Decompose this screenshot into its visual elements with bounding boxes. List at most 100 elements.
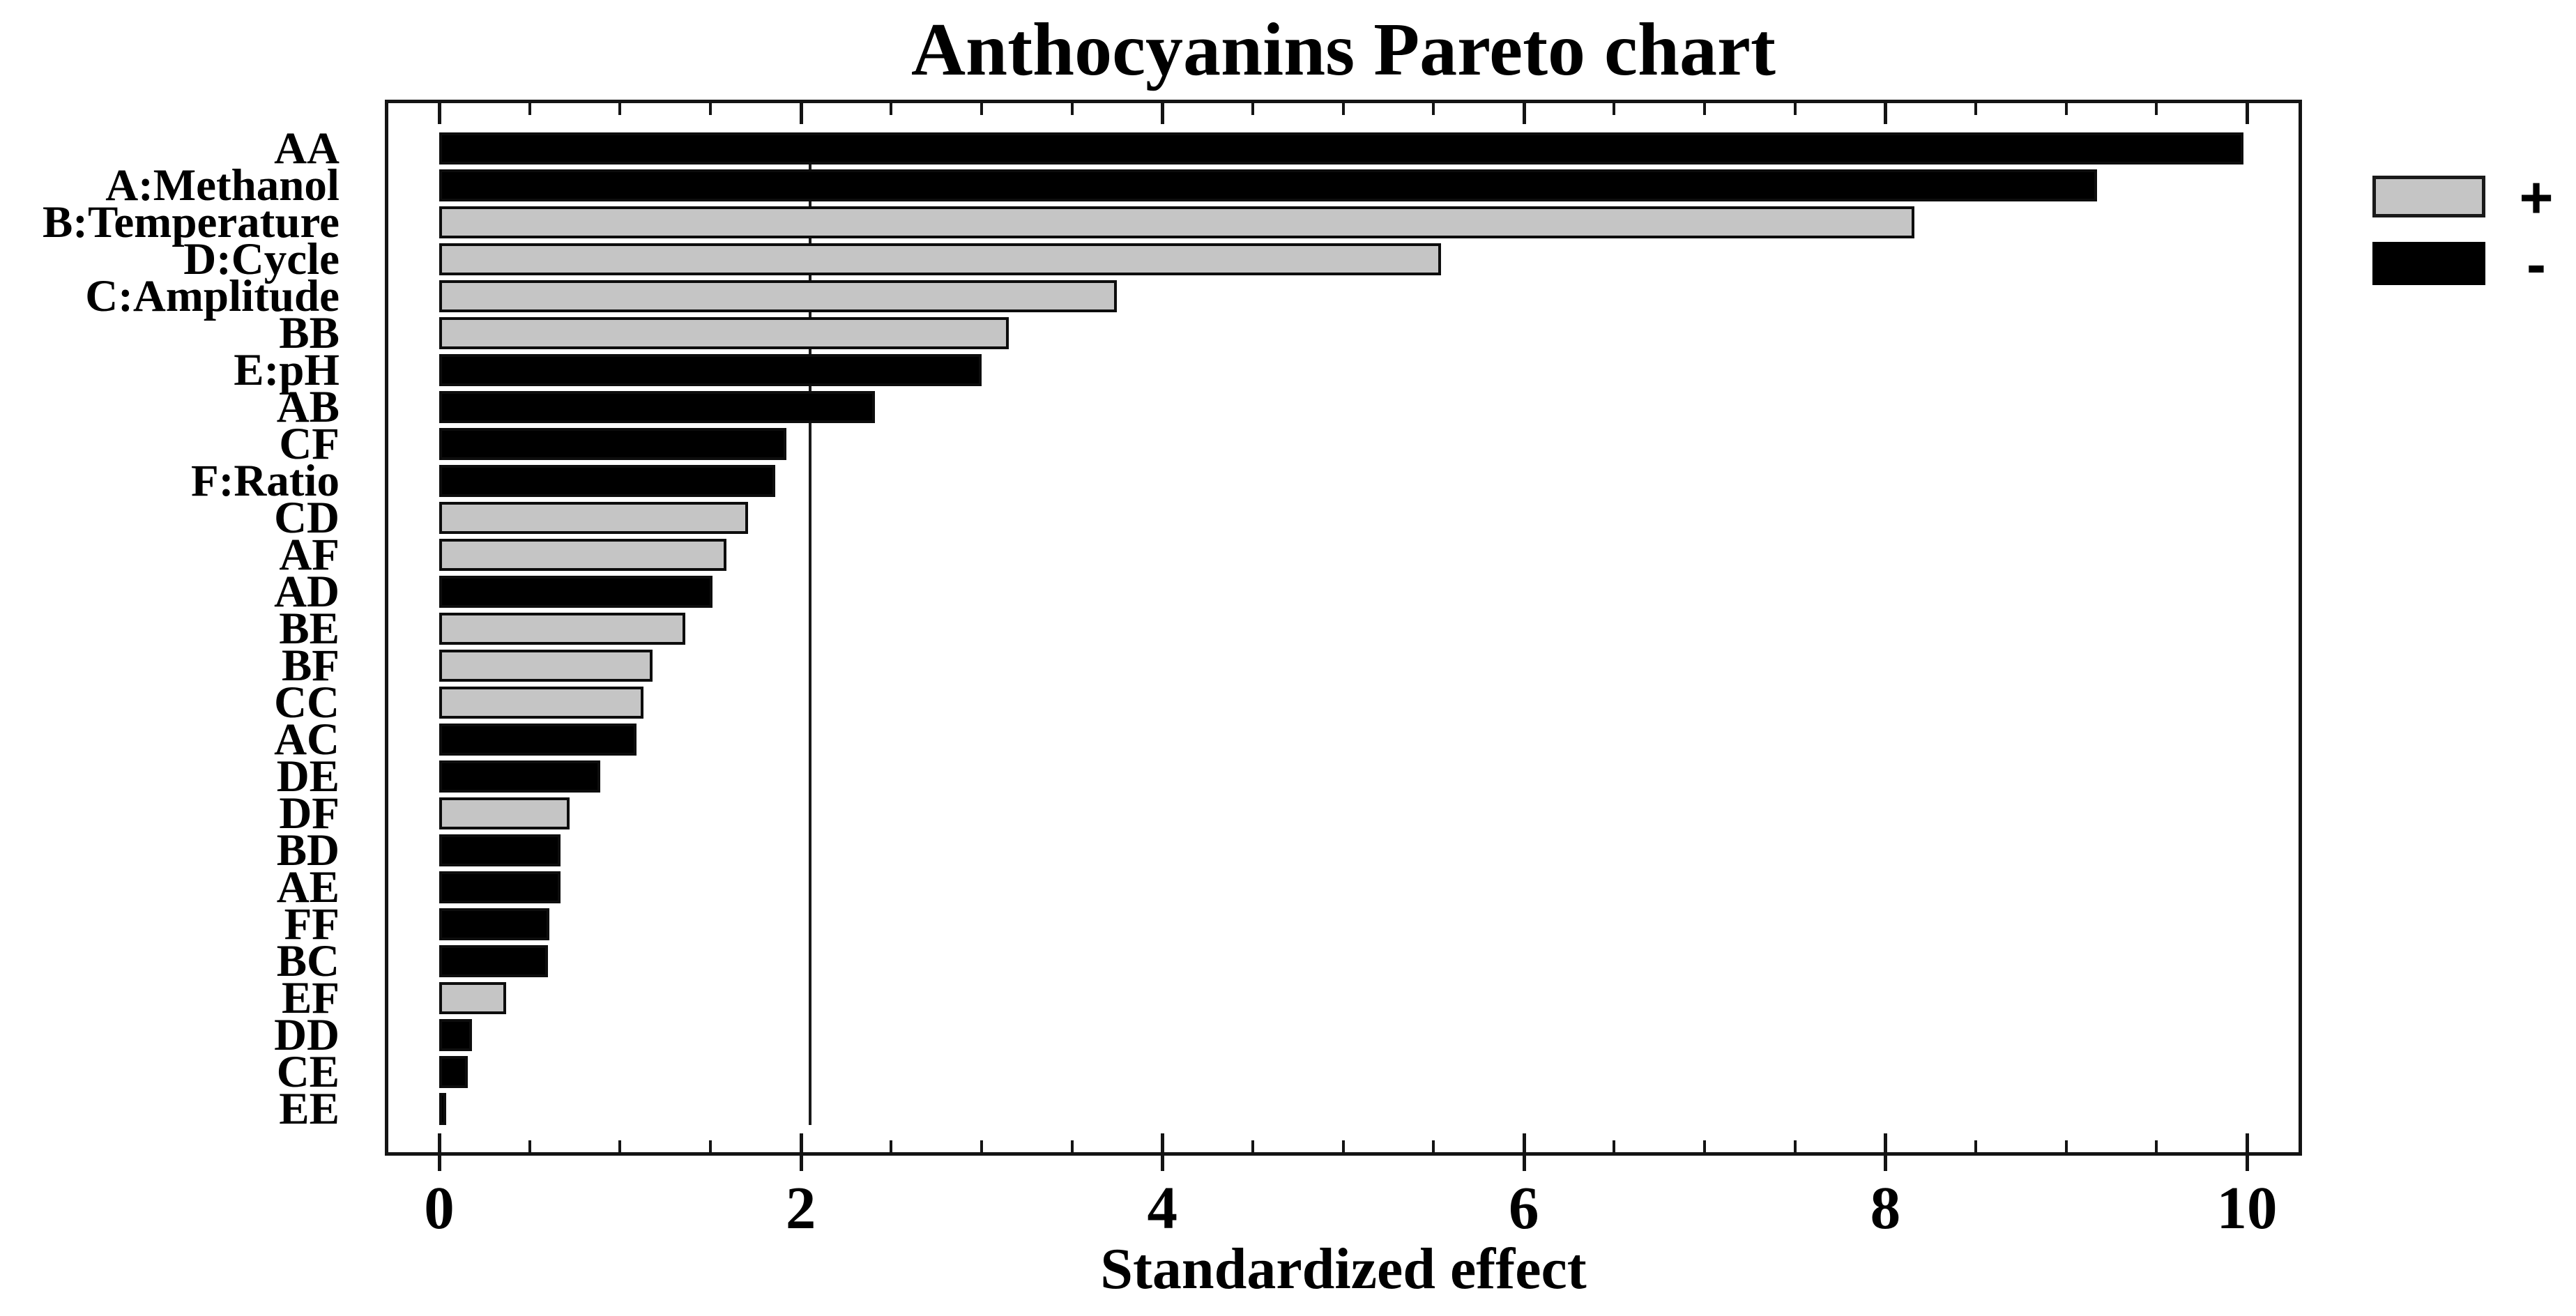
x-minor-tick (708, 1140, 712, 1152)
y-axis-label-AB: AB (276, 382, 340, 432)
y-axis-label-BB: BB (279, 308, 340, 358)
x-minor-tick-top (1432, 103, 1435, 115)
x-tick-label-10: 10 (2216, 1174, 2278, 1241)
bar-CC (439, 687, 643, 719)
x-minor-tick-top (1703, 103, 1707, 115)
y-axis-label-AC: AC (274, 714, 340, 765)
x-minor-tick (1703, 1140, 1707, 1152)
x-minor-tick (890, 1140, 893, 1152)
x-minor-tick (528, 1140, 531, 1152)
x-minor-tick-top (2064, 103, 2068, 115)
legend-swatch-negative (2372, 242, 2485, 285)
y-axis-label-D:Cycle: D:Cycle (183, 234, 340, 284)
bar-D:Cycle (439, 243, 1441, 275)
x-minor-tick (1613, 1140, 1616, 1152)
x-minor-tick-top (1974, 103, 1978, 115)
x-minor-tick-top (1341, 103, 1345, 115)
bar-E:pH (439, 354, 982, 386)
x-tick-label-6: 6 (1509, 1174, 1539, 1241)
x-major-tick-outer-4 (1161, 1154, 1165, 1171)
bar-B:Temperature (439, 206, 1914, 238)
y-axis-label-B:Temperature: B:Temperature (42, 197, 340, 247)
x-major-tick-top-10 (2246, 103, 2249, 124)
x-minor-tick (1432, 1140, 1435, 1152)
bar-DE (439, 760, 600, 793)
x-tick-label-4: 4 (1147, 1174, 1178, 1241)
bar-BE (439, 613, 685, 645)
bar-C:Amplitude (439, 280, 1118, 312)
y-axis-label-F:Ratio: F:Ratio (191, 456, 340, 506)
bar-EF (439, 982, 506, 1014)
x-minor-tick-top (528, 103, 531, 115)
x-minor-tick (2155, 1140, 2158, 1152)
bar-A:Methanol (439, 169, 2097, 201)
y-axis-label-BC: BC (276, 936, 340, 986)
y-axis-label-EE: EE (279, 1084, 340, 1134)
bar-AC (439, 724, 637, 756)
x-major-tick-10 (2246, 1133, 2249, 1152)
x-minor-tick (2064, 1140, 2068, 1152)
x-minor-tick (1793, 1140, 1797, 1152)
y-axis-label-C:Amplitude: C:Amplitude (85, 271, 340, 321)
x-major-tick-6 (1522, 1133, 1526, 1152)
x-major-tick-outer-8 (1884, 1154, 1888, 1171)
y-axis-label-AE: AE (276, 862, 340, 912)
x-minor-tick-top (1793, 103, 1797, 115)
bar-EE (439, 1093, 447, 1125)
bar-CD (439, 502, 749, 534)
y-axis-label-BF: BF (281, 641, 340, 691)
x-tick-label-0: 0 (424, 1174, 455, 1241)
y-axis-label-CF: CF (279, 419, 340, 469)
bar-BD (439, 834, 561, 866)
x-major-tick-top-4 (1161, 103, 1165, 124)
y-axis-label-BE: BE (279, 604, 340, 654)
y-axis-label-AD: AD (274, 567, 340, 617)
x-major-tick-4 (1161, 1133, 1165, 1152)
x-minor-tick (1341, 1140, 1345, 1152)
x-minor-tick-top (1613, 103, 1616, 115)
bar-CE (439, 1056, 468, 1088)
bar-AA (439, 132, 2243, 164)
y-axis-label-DE: DE (276, 751, 340, 802)
x-major-tick-top-0 (438, 103, 441, 124)
y-axis-label-AF: AF (279, 530, 340, 580)
x-minor-tick-top (618, 103, 622, 115)
x-minor-tick (1974, 1140, 1978, 1152)
bar-AE (439, 871, 561, 903)
legend-swatch-positive (2372, 176, 2485, 217)
bar-AF (439, 539, 727, 571)
y-axis-label-BD: BD (276, 825, 340, 875)
x-major-tick-outer-10 (2246, 1154, 2249, 1171)
y-axis-label-CD: CD (274, 493, 340, 543)
bar-BF (439, 650, 653, 682)
x-minor-tick-top (2155, 103, 2158, 115)
x-axis-title: Standardized effect (1100, 1237, 1587, 1301)
y-axis-label-DD: DD (274, 1010, 340, 1060)
bar-AD (439, 576, 712, 608)
y-axis-label-A:Methanol: A:Methanol (105, 160, 340, 211)
x-major-tick-top-2 (799, 103, 803, 124)
significance-reference-line (808, 132, 811, 1125)
plot-area (385, 100, 2302, 1156)
x-major-tick-top-8 (1884, 103, 1888, 124)
x-minor-tick-top (1070, 103, 1074, 115)
bar-FF (439, 908, 550, 940)
x-major-tick-0 (438, 1133, 441, 1152)
bar-AB (439, 391, 875, 423)
legend-label-positive: + (2519, 164, 2554, 230)
x-minor-tick-top (708, 103, 712, 115)
x-minor-tick (618, 1140, 622, 1152)
bar-BC (439, 945, 548, 977)
x-minor-tick (1251, 1140, 1254, 1152)
x-tick-label-2: 2 (785, 1174, 816, 1241)
y-axis-label-CE: CE (276, 1047, 340, 1097)
bar-BB (439, 317, 1009, 349)
x-minor-tick-top (980, 103, 983, 115)
x-major-tick-outer-6 (1522, 1154, 1526, 1171)
x-minor-tick-top (1251, 103, 1254, 115)
x-major-tick-top-6 (1522, 103, 1526, 124)
x-major-tick-2 (799, 1133, 803, 1152)
chart-title: Anthocyanins Pareto chart (911, 8, 1776, 91)
x-minor-tick (980, 1140, 983, 1152)
